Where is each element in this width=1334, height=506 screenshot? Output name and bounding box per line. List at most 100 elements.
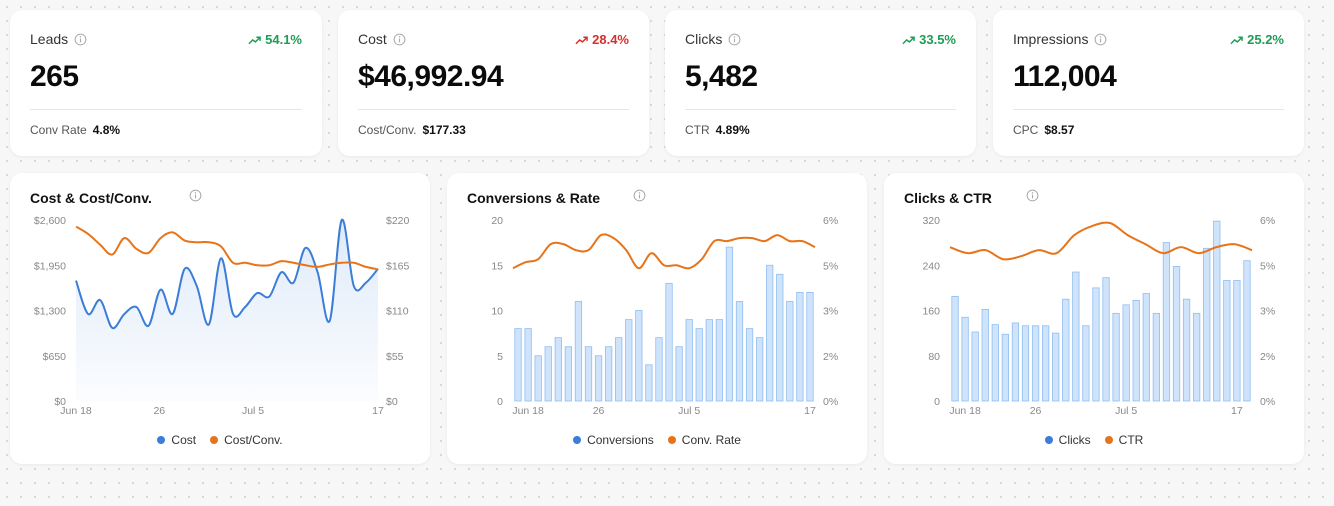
- x-tick-label: 17: [372, 405, 384, 417]
- info-icon[interactable]: [1094, 33, 1107, 46]
- kpi-card-clicks: Clicks 33.5% 5,482 CTR 4.89%: [665, 10, 976, 156]
- bar-conversions: [735, 301, 744, 402]
- bar-conversions: [534, 355, 542, 402]
- y-right-tick-label: 2%: [823, 351, 838, 363]
- bar-clicks: [1172, 265, 1181, 402]
- legend-label: CTR: [1118, 433, 1144, 447]
- bar-clicks: [1182, 298, 1191, 402]
- y-right-tick-label: 6%: [823, 215, 838, 227]
- bar-clicks: [1152, 312, 1160, 402]
- bar-clicks: [1011, 322, 1020, 402]
- legend-label: Cost/Conv.: [224, 433, 283, 447]
- trend-value: 33.5%: [919, 32, 956, 47]
- trend-up-icon: [248, 35, 261, 44]
- chart-conversions-plot: 0 5 10 15 20 0% 2% 3% 5% 6% Jun 18 26 Jul 5 17: [491, 215, 838, 417]
- bar-clicks: [1112, 312, 1120, 402]
- x-tick-label: Jun 18: [60, 405, 92, 417]
- legend-item[interactable]: Cost/Conv.: [210, 433, 283, 447]
- x-tick-label: Jun 18: [512, 405, 544, 417]
- y-right-tick-label: 3%: [1260, 306, 1275, 318]
- y-left-tick-label: $0: [54, 396, 66, 408]
- info-icon[interactable]: [393, 33, 406, 46]
- chart-card-conversions: Conversions & Rate 0 5 10 15 20 0% 2% 3% 5% 6% Jun…: [447, 173, 867, 464]
- y-left-tick-label: 80: [928, 351, 940, 363]
- kpi-label: Impressions: [1013, 31, 1089, 47]
- bar-clicks: [1132, 299, 1140, 402]
- info-icon[interactable]: [728, 33, 741, 46]
- info-icon[interactable]: [633, 189, 646, 202]
- bar-clicks: [1021, 325, 1030, 402]
- bar-clicks: [1142, 293, 1150, 402]
- legend-item[interactable]: Conv. Rate: [667, 433, 741, 447]
- bar-clicks: [1082, 325, 1090, 402]
- bar-clicks: [1102, 277, 1110, 402]
- sub-value: $8.57: [1044, 123, 1075, 137]
- legend-item[interactable]: Clicks: [1044, 433, 1091, 447]
- bar-conversions: [625, 319, 633, 402]
- y-right-tick-label: $165: [386, 260, 410, 272]
- trend-badge: 28.4%: [575, 32, 629, 47]
- bar-clicks: [1193, 312, 1201, 402]
- bar-clicks: [1233, 280, 1241, 402]
- bar-conversions: [766, 264, 774, 402]
- divider: [1013, 109, 1284, 110]
- divider: [685, 109, 956, 110]
- bar-conversions: [615, 337, 623, 402]
- line-ctr: [949, 221, 1253, 261]
- bar-clicks: [1223, 280, 1231, 402]
- trend-value: 25.2%: [1247, 32, 1284, 47]
- legend-dot-orange: [667, 436, 676, 444]
- trend-value: 54.1%: [265, 32, 302, 47]
- chart-legend: Clicks CTR: [884, 433, 1304, 447]
- legend-item[interactable]: CTR: [1104, 433, 1144, 447]
- chart-title: Conversions & Rate: [467, 190, 601, 206]
- trend-value: 28.4%: [592, 32, 629, 47]
- chart-title: Cost & Cost/Conv.: [30, 190, 152, 206]
- bar-conversions: [514, 328, 522, 402]
- bar-clicks: [991, 324, 999, 402]
- bar-conversions: [655, 337, 663, 402]
- legend-item[interactable]: Cost: [157, 433, 196, 447]
- chart-card-clicks: Clicks & CTR 0 80 160 240 320 0% 2% 3% 5% 6% Jun 1…: [884, 173, 1304, 464]
- kpi-label: Clicks: [685, 31, 723, 47]
- bar-clicks: [1042, 325, 1050, 402]
- chart-clicks-plot: 0 80 160 240 320 0% 2% 3% 5% 6% Jun 18 26 Jul 5 17: [922, 215, 1275, 417]
- bar-conversions: [574, 301, 583, 402]
- kpi-label: Cost: [358, 31, 387, 47]
- kpi-sub-metric: Cost/Conv. $177.33: [358, 123, 466, 137]
- y-left-tick-label: 320: [922, 215, 940, 227]
- y-right-tick-label: 5%: [823, 260, 838, 272]
- bar-clicks: [1162, 242, 1171, 402]
- bar-clicks: [1052, 332, 1060, 402]
- legend-dot-blue: [573, 436, 582, 444]
- chart-legend: Cost Cost/Conv.: [10, 433, 430, 447]
- sub-value: $177.33: [422, 123, 466, 137]
- bar-conversions: [796, 292, 804, 402]
- x-tick-label: Jul 5: [1115, 405, 1137, 417]
- trend-up-icon: [902, 35, 915, 44]
- y-left-tick-label: $1,300: [34, 306, 66, 318]
- y-left-tick-label: 0: [934, 396, 940, 408]
- info-icon[interactable]: [189, 189, 202, 202]
- y-right-tick-label: $110: [386, 306, 409, 318]
- legend-dot-orange: [210, 436, 219, 444]
- line-cost: [75, 218, 379, 330]
- x-tick-label: Jul 5: [242, 405, 264, 417]
- chart-card-cost: Cost & Cost/Conv. $0 $650 $1,300 $1,950 $2,6…: [10, 173, 430, 464]
- y-right-tick-label: 5%: [1260, 260, 1275, 272]
- kpi-card-cost: Cost 28.4% $46,992.94 Cost/Conv. $177.33: [338, 10, 649, 156]
- info-icon[interactable]: [1026, 189, 1039, 202]
- sub-value: 4.8%: [92, 123, 121, 137]
- legend-item[interactable]: Conversions: [573, 433, 654, 447]
- chart-cost-plot: $0 $650 $1,300 $1,950 $2,600 $0 $55 $110 $165 $22…: [34, 215, 410, 417]
- x-tick-label: Jun 18: [949, 405, 981, 417]
- info-icon[interactable]: [74, 33, 87, 46]
- bar-conversions: [645, 364, 653, 402]
- x-tick-label: Jul 5: [678, 405, 700, 417]
- legend-label: Conv. Rate: [681, 433, 741, 447]
- bar-conversions: [675, 346, 683, 402]
- y-left-tick-label: 10: [491, 306, 503, 318]
- kpi-sub-metric: CTR 4.89%: [685, 123, 750, 137]
- bar-conversions: [594, 355, 603, 402]
- bar-clicks: [1203, 247, 1211, 402]
